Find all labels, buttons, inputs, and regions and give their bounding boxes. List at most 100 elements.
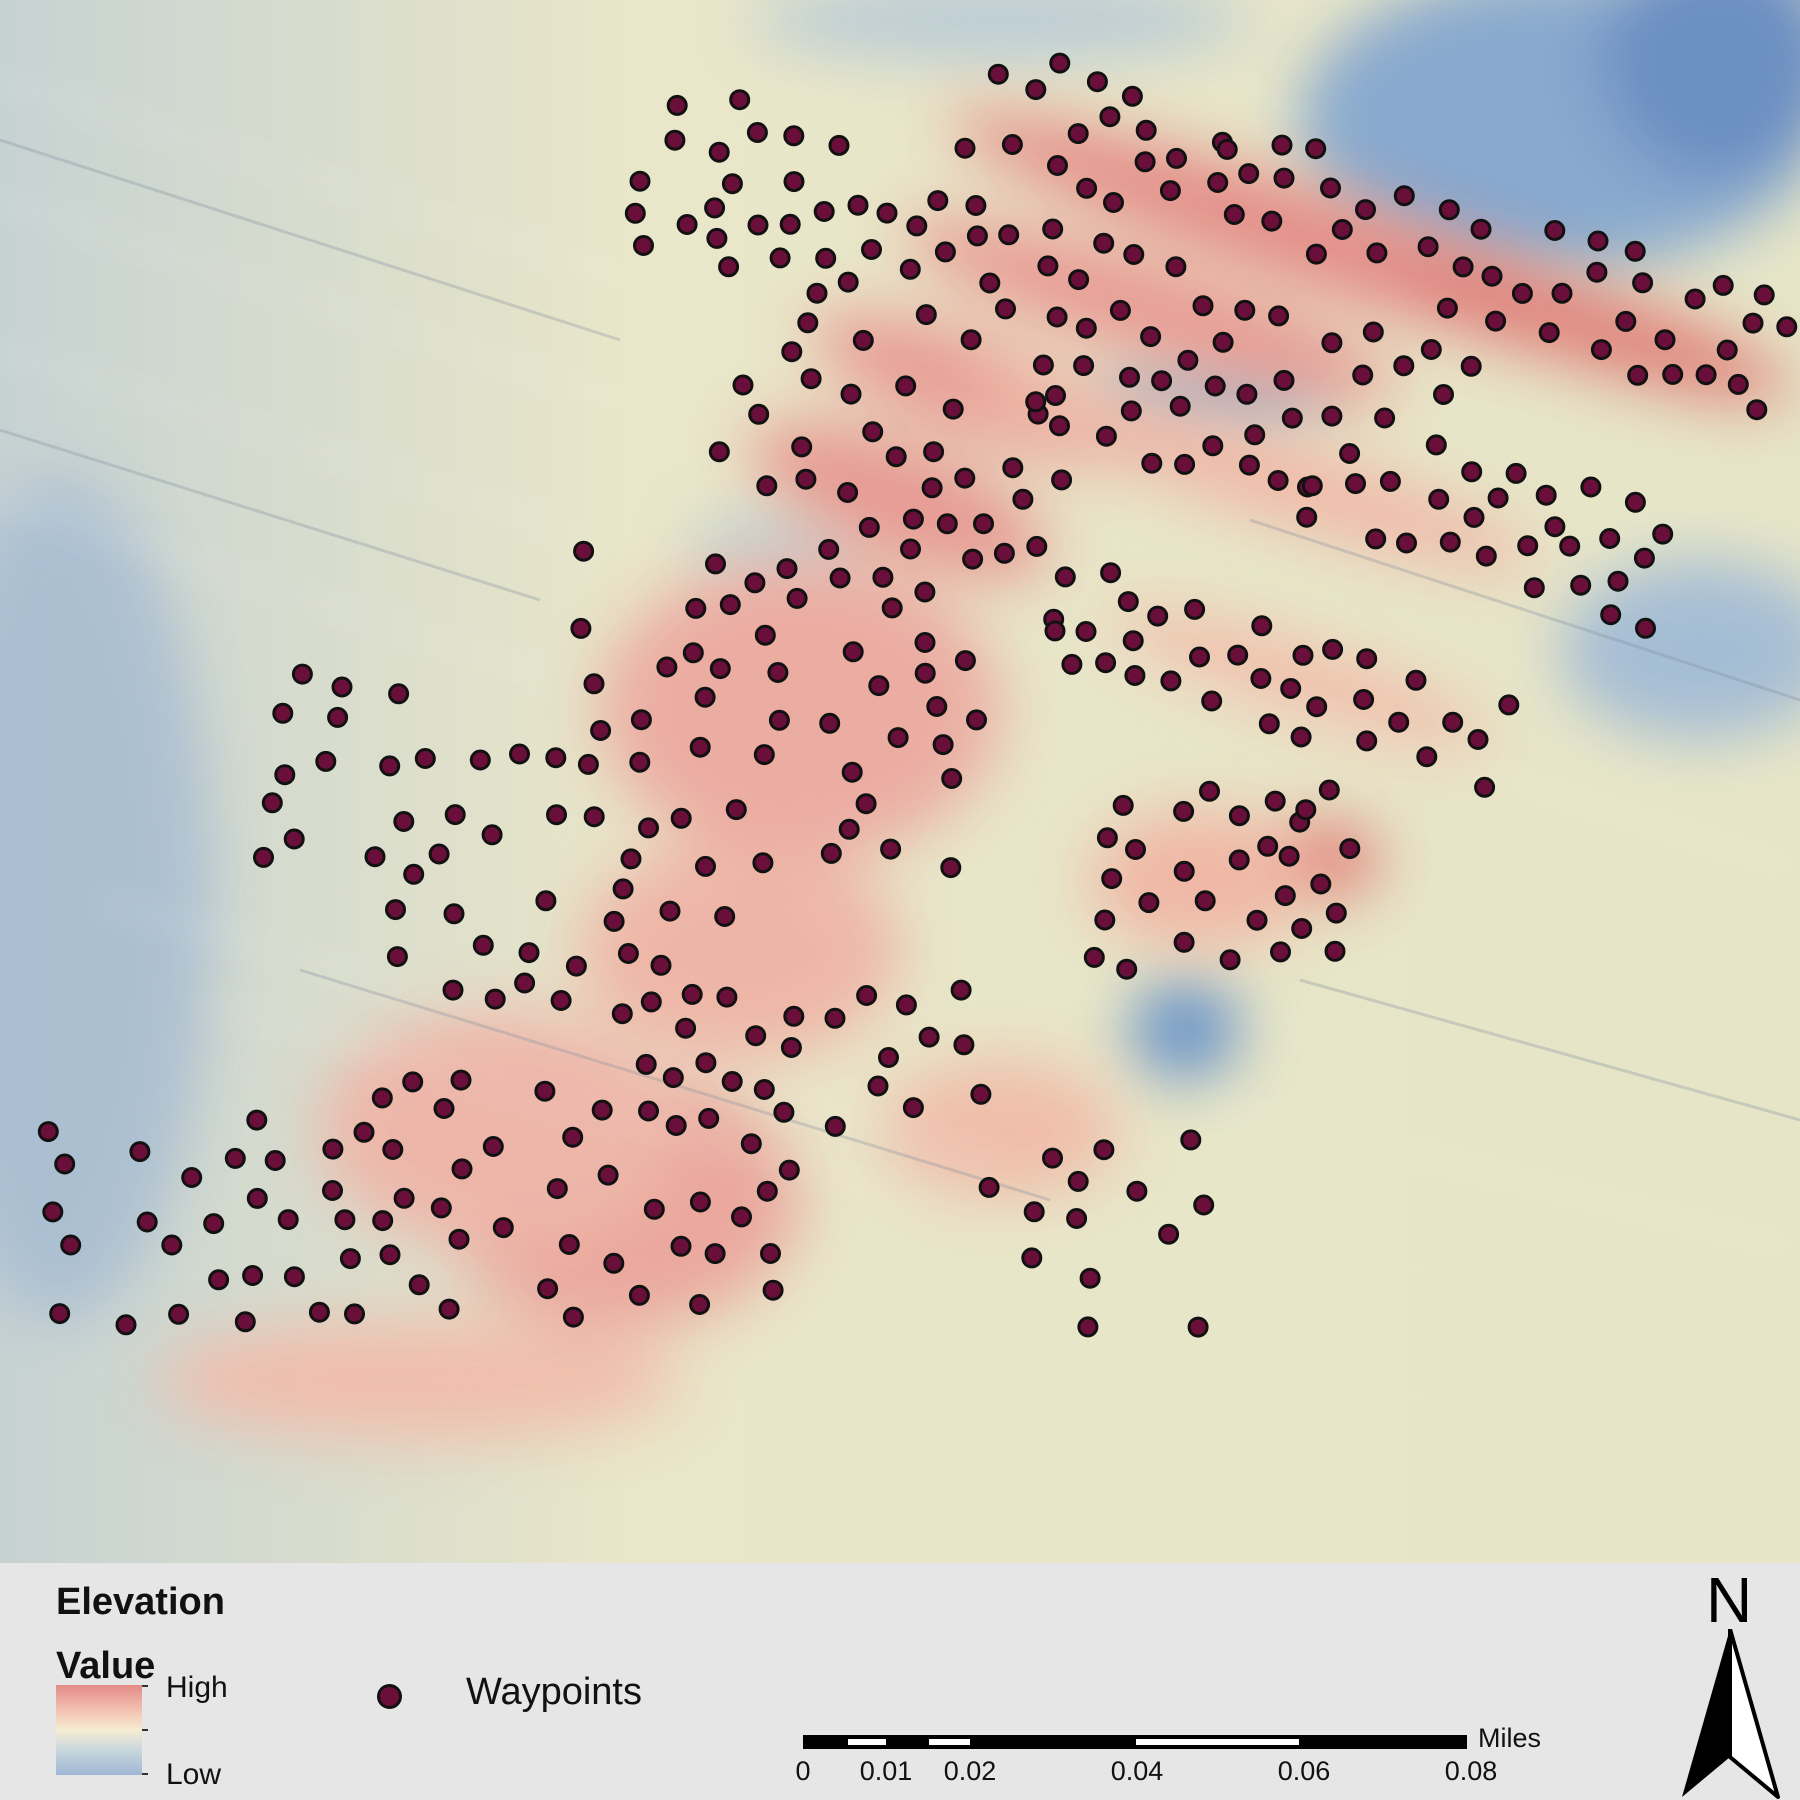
waypoint-marker[interactable] — [902, 1097, 924, 1119]
waypoint-marker[interactable] — [224, 1147, 246, 1169]
waypoint-marker[interactable] — [1023, 1201, 1045, 1223]
waypoint-marker[interactable] — [706, 227, 728, 249]
waypoint-marker[interactable] — [1587, 230, 1609, 252]
waypoint-marker[interactable] — [1305, 138, 1327, 160]
waypoint-marker[interactable] — [315, 750, 337, 772]
waypoint-marker[interactable] — [1002, 457, 1024, 479]
waypoint-marker[interactable] — [842, 641, 864, 663]
waypoint-marker[interactable] — [1487, 487, 1509, 509]
waypoint-marker[interactable] — [339, 1248, 361, 1270]
waypoint-marker[interactable] — [1165, 256, 1187, 278]
waypoint-marker[interactable] — [1535, 484, 1557, 506]
waypoint-marker[interactable] — [283, 828, 305, 850]
waypoint-marker[interactable] — [1159, 180, 1181, 202]
waypoint-marker[interactable] — [1306, 696, 1328, 718]
waypoint-marker[interactable] — [895, 994, 917, 1016]
waypoint-marker[interactable] — [611, 1003, 633, 1025]
waypoint-marker[interactable] — [880, 838, 902, 860]
waypoint-marker[interactable] — [824, 1007, 846, 1029]
waypoint-marker[interactable] — [732, 374, 754, 396]
waypoint-marker[interactable] — [744, 572, 766, 594]
waypoint-marker[interactable] — [583, 806, 605, 828]
waypoint-marker[interactable] — [1228, 805, 1250, 827]
waypoint-marker[interactable] — [428, 843, 450, 865]
waypoint-marker[interactable] — [966, 709, 987, 731]
waypoint-marker[interactable] — [1356, 730, 1378, 752]
waypoint-marker[interactable] — [1433, 384, 1454, 405]
waypoint-marker[interactable] — [1228, 849, 1250, 871]
waypoint-marker[interactable] — [603, 910, 625, 932]
waypoint-marker[interactable] — [492, 1217, 514, 1239]
waypoint-marker[interactable] — [718, 256, 740, 278]
waypoint-marker[interactable] — [1586, 261, 1608, 283]
waypoint-marker[interactable] — [1463, 506, 1485, 528]
waypoint-marker[interactable] — [705, 553, 726, 575]
waypoint-marker[interactable] — [791, 436, 813, 458]
waypoint-marker[interactable] — [740, 1133, 762, 1155]
waypoint-marker[interactable] — [1238, 163, 1260, 185]
waypoint-marker[interactable] — [780, 1037, 802, 1058]
waypoint-marker[interactable] — [1174, 453, 1196, 475]
waypoint-marker[interactable] — [203, 1213, 225, 1235]
waypoint-marker[interactable] — [773, 1101, 795, 1123]
waypoint-marker[interactable] — [640, 991, 662, 1013]
waypoint-marker[interactable] — [1166, 147, 1187, 169]
waypoint-marker[interactable] — [1273, 167, 1295, 189]
waypoint-marker[interactable] — [659, 900, 681, 922]
waypoint-marker[interactable] — [867, 1075, 889, 1097]
waypoint-marker[interactable] — [562, 1306, 584, 1328]
waypoint-marker[interactable] — [1310, 873, 1332, 895]
waypoint-marker[interactable] — [1207, 172, 1229, 193]
waypoint-marker[interactable] — [1095, 425, 1117, 447]
waypoint-marker[interactable] — [545, 747, 567, 769]
waypoint-marker[interactable] — [1042, 218, 1064, 240]
waypoint-marker[interactable] — [253, 846, 274, 868]
waypoint-marker[interactable] — [1485, 310, 1507, 332]
waypoint-marker[interactable] — [1135, 119, 1157, 141]
waypoint-marker[interactable] — [1120, 400, 1142, 422]
waypoint-marker[interactable] — [872, 566, 894, 588]
waypoint-marker[interactable] — [762, 1279, 784, 1301]
waypoint-marker[interactable] — [1257, 835, 1279, 857]
waypoint-marker[interactable] — [855, 793, 877, 815]
waypoint-marker[interactable] — [1066, 1208, 1088, 1229]
waypoint-marker[interactable] — [1216, 138, 1238, 160]
waypoint-marker[interactable] — [681, 983, 703, 1005]
waypoint-marker[interactable] — [1140, 326, 1162, 348]
waypoint-marker[interactable] — [442, 979, 464, 1001]
waypoint-marker[interactable] — [629, 170, 651, 192]
waypoint-marker[interactable] — [837, 482, 859, 503]
waypoint-marker[interactable] — [1201, 690, 1223, 712]
waypoint-marker[interactable] — [534, 1080, 556, 1102]
waypoint-marker[interactable] — [1219, 949, 1241, 971]
waypoint-marker[interactable] — [344, 1303, 365, 1325]
waypoint-marker[interactable] — [1290, 726, 1312, 748]
waypoint-marker[interactable] — [1093, 1139, 1115, 1161]
waypoint-marker[interactable] — [753, 744, 775, 766]
waypoint-marker[interactable] — [612, 878, 634, 900]
waypoint-marker[interactable] — [921, 477, 943, 499]
waypoint-marker[interactable] — [620, 848, 642, 870]
waypoint-marker[interactable] — [783, 125, 805, 147]
waypoint-marker[interactable] — [1199, 780, 1220, 802]
waypoint-marker[interactable] — [915, 304, 937, 326]
waypoint-marker[interactable] — [1192, 295, 1214, 317]
waypoint-marker[interactable] — [414, 748, 436, 769]
waypoint-marker[interactable] — [767, 662, 789, 683]
waypoint-marker[interactable] — [603, 1252, 625, 1274]
waypoint-marker[interactable] — [756, 1180, 778, 1202]
waypoint-marker[interactable] — [942, 398, 964, 420]
waypoint-marker[interactable] — [1417, 236, 1439, 258]
waypoint-marker[interactable] — [670, 807, 692, 829]
waypoint-marker[interactable] — [1355, 199, 1376, 221]
waypoint-marker[interactable] — [1158, 1223, 1180, 1245]
waypoint-marker[interactable] — [565, 955, 587, 977]
waypoint-marker[interactable] — [1125, 839, 1146, 860]
waypoint-marker[interactable] — [1320, 177, 1341, 199]
waypoint-marker[interactable] — [927, 190, 949, 212]
waypoint-marker[interactable] — [635, 1053, 657, 1075]
waypoint-marker[interactable] — [1388, 711, 1410, 733]
waypoint-marker[interactable] — [1607, 570, 1629, 592]
waypoint-marker[interactable] — [1339, 443, 1361, 464]
waypoint-marker[interactable] — [277, 1209, 299, 1231]
